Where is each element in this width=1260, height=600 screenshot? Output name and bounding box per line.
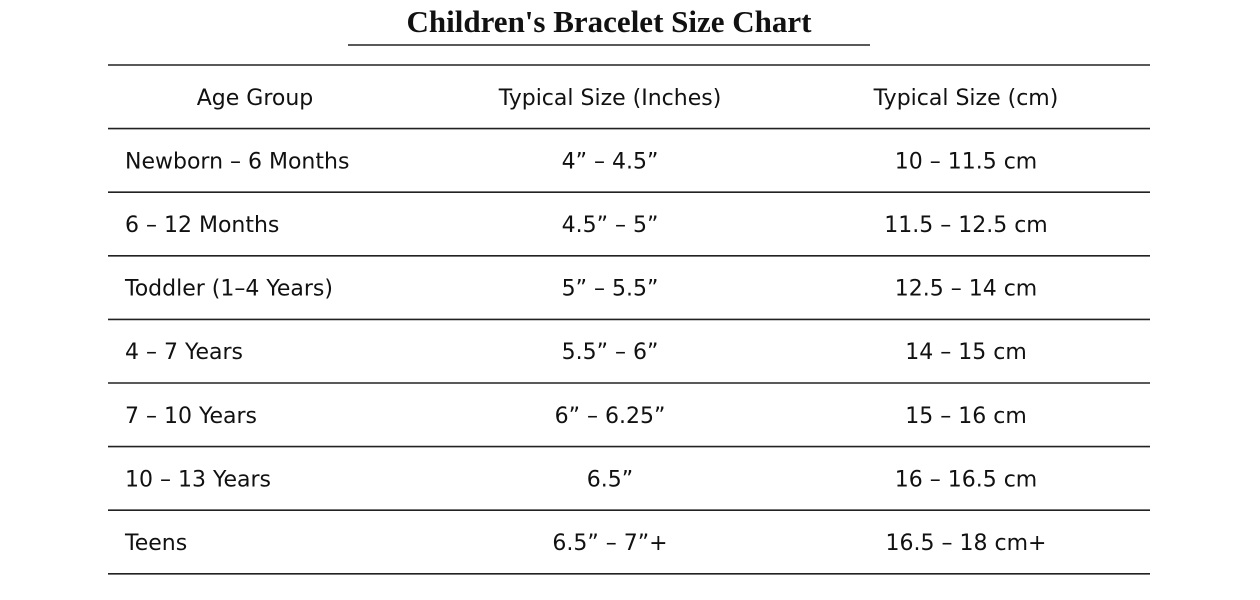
table-cell: Toddler (1–4 Years) (124, 277, 333, 302)
table-cell: 4” – 4.5” (562, 149, 659, 174)
table-cell: 10 – 11.5 cm (895, 149, 1037, 174)
table-cell: 11.5 – 12.5 cm (884, 213, 1047, 238)
column-header: Age Group (197, 86, 314, 111)
table-cell: 4.5” – 5” (562, 213, 659, 238)
table-cell: Newborn – 6 Months (125, 149, 349, 174)
table-cell: 16 – 16.5 cm (895, 467, 1037, 492)
table-cell: 12.5 – 14 cm (895, 277, 1037, 302)
column-header: Typical Size (Inches) (498, 86, 722, 111)
table-cell: 16.5 – 18 cm+ (886, 531, 1047, 556)
table-cell: 10 – 13 Years (125, 467, 271, 492)
table-cell: 4 – 7 Years (125, 340, 243, 365)
table-cell: Teens (124, 531, 187, 556)
table-cell: 5” – 5.5” (562, 277, 659, 302)
table-cell: 14 – 15 cm (905, 340, 1027, 365)
table-cell: 6 – 12 Months (125, 213, 279, 238)
table-cell: 6.5” – 7”+ (552, 531, 667, 556)
table-cell: 5.5” – 6” (562, 340, 659, 365)
table-cell: 6.5” (587, 467, 633, 492)
table-cell: 15 – 16 cm (905, 404, 1027, 429)
title: Children's Bracelet Size Chart (407, 4, 813, 39)
column-header: Typical Size (cm) (873, 86, 1059, 111)
table-cell: 7 – 10 Years (125, 404, 257, 429)
table-cell: 6” – 6.25” (555, 404, 666, 429)
